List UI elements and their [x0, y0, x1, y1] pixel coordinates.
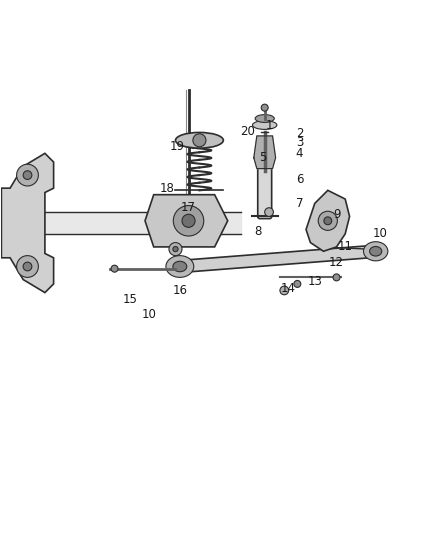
Polygon shape	[306, 190, 350, 251]
Circle shape	[173, 246, 178, 252]
Circle shape	[193, 134, 206, 147]
Text: 20: 20	[240, 125, 255, 138]
Polygon shape	[167, 245, 380, 272]
Text: 17: 17	[181, 201, 196, 214]
Ellipse shape	[370, 246, 382, 256]
Text: 10: 10	[142, 308, 157, 321]
Circle shape	[182, 214, 195, 228]
Text: 10: 10	[373, 228, 388, 240]
Text: 12: 12	[329, 256, 344, 269]
Ellipse shape	[253, 120, 277, 130]
Text: 13: 13	[307, 275, 322, 288]
Circle shape	[324, 217, 332, 225]
Text: 9: 9	[333, 208, 340, 221]
Ellipse shape	[176, 133, 223, 148]
Text: 7: 7	[296, 197, 303, 210]
Circle shape	[169, 243, 182, 256]
Ellipse shape	[364, 241, 388, 261]
Text: 15: 15	[122, 293, 137, 305]
Circle shape	[261, 104, 268, 111]
Text: 18: 18	[159, 182, 174, 195]
Circle shape	[23, 171, 32, 180]
Ellipse shape	[173, 261, 187, 272]
Circle shape	[333, 274, 340, 281]
Polygon shape	[145, 195, 228, 247]
Circle shape	[280, 286, 289, 295]
Polygon shape	[254, 136, 276, 168]
Circle shape	[111, 265, 118, 272]
Circle shape	[23, 262, 32, 271]
Text: 5: 5	[259, 151, 266, 164]
Text: 2: 2	[296, 127, 303, 140]
FancyBboxPatch shape	[258, 160, 272, 219]
Circle shape	[265, 208, 273, 216]
Text: 6: 6	[296, 173, 303, 186]
Text: 4: 4	[296, 147, 303, 160]
Text: 8: 8	[254, 225, 262, 238]
Text: 16: 16	[172, 284, 187, 297]
Polygon shape	[1, 154, 53, 293]
Circle shape	[294, 280, 301, 287]
Ellipse shape	[166, 256, 194, 277]
Ellipse shape	[255, 115, 274, 123]
Circle shape	[17, 256, 39, 277]
Circle shape	[173, 206, 204, 236]
Text: 3: 3	[296, 136, 303, 149]
Text: 1: 1	[265, 118, 273, 132]
Circle shape	[17, 164, 39, 186]
Circle shape	[318, 211, 337, 230]
Text: 14: 14	[281, 282, 296, 295]
Text: 19: 19	[170, 140, 185, 154]
Text: 11: 11	[338, 240, 353, 253]
